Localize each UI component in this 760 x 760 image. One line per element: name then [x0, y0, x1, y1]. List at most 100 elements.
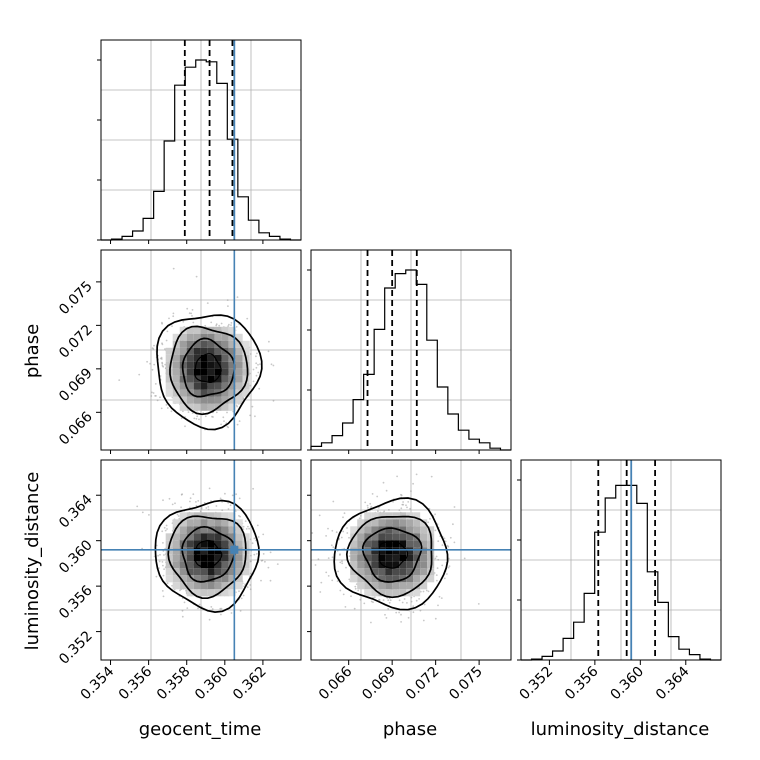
- y-tick-label: 0.069: [56, 365, 96, 405]
- sample-point: [187, 411, 190, 413]
- density-cell: [242, 533, 250, 541]
- density-cell: [221, 389, 229, 397]
- sample-point: [159, 396, 161, 399]
- sample-point: [211, 608, 214, 610]
- density-cell: [207, 396, 215, 404]
- sample-point: [191, 309, 194, 311]
- sample-point: [161, 342, 163, 345]
- sample-point: [172, 267, 175, 270]
- sample-point: [249, 572, 252, 575]
- density-cell: [350, 554, 358, 562]
- density-cell: [193, 382, 201, 390]
- sample-point: [189, 497, 192, 500]
- sample-point: [211, 415, 213, 418]
- density-cell: [235, 582, 243, 590]
- density-cell: [207, 589, 215, 597]
- scatter-panel-geocent_time-phase: [101, 250, 301, 454]
- sample-point: [171, 584, 174, 587]
- sample-point: [239, 610, 242, 612]
- density-cell: [413, 582, 421, 590]
- density-cell: [357, 526, 365, 534]
- sample-point: [255, 355, 257, 358]
- sample-point: [227, 426, 230, 429]
- sample-point: [269, 551, 272, 554]
- sample-point: [364, 501, 367, 504]
- sample-point: [193, 417, 196, 420]
- sample-point: [215, 505, 218, 507]
- x-tick-label: 0.356: [562, 663, 602, 703]
- sample-point: [348, 536, 350, 539]
- sample-point: [402, 501, 404, 503]
- sample-point: [184, 425, 186, 428]
- density-cell: [378, 575, 386, 583]
- density-cell: [392, 540, 400, 548]
- density-cell: [179, 582, 187, 590]
- sample-point: [363, 602, 366, 605]
- sample-point: [180, 493, 183, 496]
- sample-point: [446, 544, 449, 547]
- density-cell: [186, 361, 194, 369]
- sample-point: [170, 410, 173, 413]
- contour-level-2: [345, 515, 433, 599]
- density-cell: [350, 547, 358, 555]
- sample-point: [219, 497, 222, 500]
- sample-point: [199, 510, 202, 513]
- density-cell: [214, 575, 222, 583]
- density-cell: [420, 582, 428, 590]
- sample-point: [165, 524, 168, 527]
- density-cell: [179, 389, 187, 397]
- sample-point: [407, 616, 410, 619]
- density-cell: [186, 326, 194, 334]
- density-cell: [193, 361, 201, 369]
- sample-point: [343, 512, 346, 515]
- sample-point: [463, 557, 466, 560]
- sample-point: [249, 538, 252, 541]
- sample-point: [320, 581, 323, 584]
- density-cell: [420, 561, 428, 569]
- scatter-frame: [310, 459, 512, 661]
- density-cell: [413, 526, 421, 534]
- sample-point: [353, 607, 356, 610]
- density-cell: [406, 568, 414, 576]
- density-cell: [200, 333, 208, 341]
- sample-point: [166, 330, 169, 333]
- sample-point: [441, 564, 444, 567]
- sample-point: [267, 566, 270, 569]
- sample-point: [339, 553, 341, 555]
- sample-point: [262, 553, 265, 555]
- sample-point: [427, 590, 430, 593]
- density-cell: [186, 582, 194, 590]
- sample-point: [388, 509, 390, 511]
- sample-point: [434, 557, 437, 560]
- sample-point: [192, 493, 195, 496]
- sample-point: [155, 575, 158, 578]
- sample-point: [447, 566, 450, 569]
- sample-point: [231, 494, 234, 497]
- density-cell: [385, 582, 393, 590]
- sample-point: [176, 513, 179, 516]
- density-cell: [371, 568, 379, 576]
- density-cell: [399, 568, 407, 576]
- y-tick-label: 0.352: [56, 628, 96, 668]
- density-cell: [172, 554, 180, 562]
- sample-point: [242, 528, 245, 530]
- density-cell: [200, 540, 208, 548]
- density-cell: [413, 575, 421, 583]
- sample-point: [272, 364, 275, 367]
- sample-point: [434, 529, 437, 532]
- density-cell: [200, 340, 208, 348]
- sample-point: [220, 322, 223, 325]
- sample-point: [164, 363, 167, 366]
- sample-point: [339, 561, 342, 564]
- density-cell: [214, 519, 222, 527]
- sample-point: [165, 339, 168, 342]
- histogram-step: [310, 269, 511, 451]
- density-cell: [207, 333, 215, 341]
- density-cell: [228, 512, 236, 520]
- sample-point: [385, 489, 388, 492]
- density-cell: [214, 540, 222, 548]
- density-cell: [364, 526, 372, 534]
- density-cell: [179, 382, 187, 390]
- density-cell: [378, 512, 386, 520]
- sample-point: [412, 482, 414, 485]
